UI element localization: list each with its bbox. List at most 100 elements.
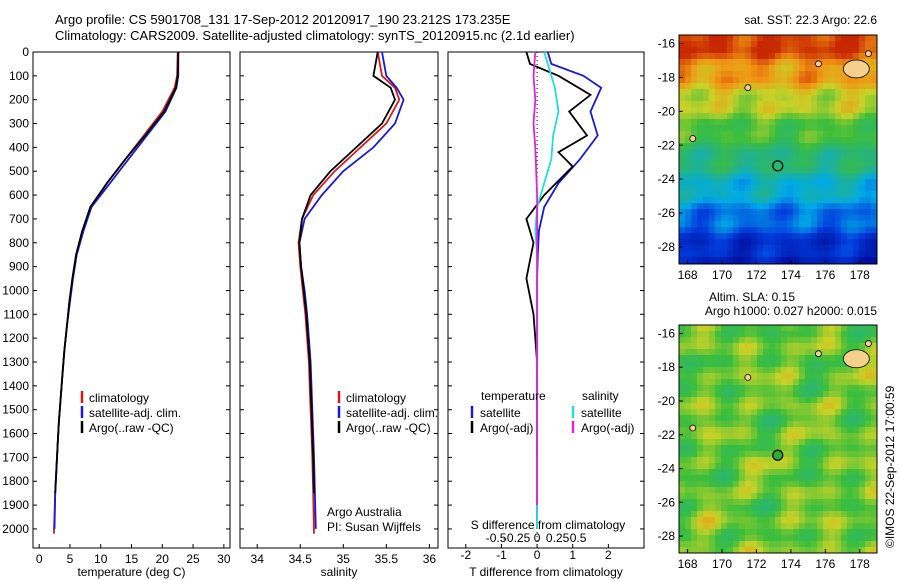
map-cell bbox=[865, 379, 871, 385]
map-cell bbox=[745, 349, 751, 355]
map-cell bbox=[745, 343, 751, 349]
map-cell bbox=[835, 179, 841, 185]
map-cell bbox=[787, 233, 793, 239]
x-tick-label: -1 bbox=[496, 548, 507, 562]
map-cell bbox=[727, 541, 733, 547]
map-cell bbox=[847, 385, 853, 391]
map-cell bbox=[691, 161, 697, 167]
map-cell bbox=[775, 89, 781, 95]
map-cell bbox=[715, 35, 721, 41]
map-cell bbox=[865, 179, 871, 185]
map-cell bbox=[859, 403, 865, 409]
map-cell bbox=[721, 245, 727, 251]
map-cell bbox=[799, 245, 805, 251]
map-cell bbox=[715, 185, 721, 191]
map-cell bbox=[715, 53, 721, 59]
map-cell bbox=[823, 215, 829, 221]
map-cell bbox=[859, 191, 865, 197]
map-cell bbox=[769, 251, 775, 257]
map-cell bbox=[859, 487, 865, 493]
map-cell bbox=[853, 535, 859, 541]
map-cell bbox=[865, 409, 871, 415]
map-cell bbox=[685, 71, 691, 77]
map-cell bbox=[811, 421, 817, 427]
map-cell bbox=[853, 251, 859, 257]
map-cell bbox=[835, 457, 841, 463]
map-cell bbox=[805, 227, 811, 233]
map-cell bbox=[763, 209, 769, 215]
map-cell bbox=[823, 251, 829, 257]
map-cell bbox=[751, 59, 757, 65]
map-cell bbox=[853, 511, 859, 517]
map-cell bbox=[781, 457, 787, 463]
map-cell bbox=[763, 119, 769, 125]
x-tick-label: 10 bbox=[94, 552, 108, 566]
map-cell bbox=[799, 355, 805, 361]
x-tick-label: 30 bbox=[217, 552, 231, 566]
map-cell bbox=[787, 83, 793, 89]
map-cell bbox=[745, 95, 751, 101]
map-cell bbox=[709, 355, 715, 361]
map-cell bbox=[697, 83, 703, 89]
map-cell bbox=[691, 349, 697, 355]
map-cell bbox=[685, 493, 691, 499]
map-cell bbox=[745, 415, 751, 421]
map-cell bbox=[847, 173, 853, 179]
map-cell bbox=[691, 227, 697, 233]
map-cell bbox=[739, 523, 745, 529]
map-cell bbox=[817, 131, 823, 137]
map-cell bbox=[739, 113, 745, 119]
map-cell bbox=[745, 397, 751, 403]
map-cell bbox=[787, 547, 793, 553]
map-cell bbox=[739, 167, 745, 173]
x-axis-label: salinity bbox=[321, 565, 358, 579]
map-cell bbox=[847, 47, 853, 53]
map-cell bbox=[739, 511, 745, 517]
map-cell bbox=[691, 475, 697, 481]
map-cell bbox=[757, 517, 763, 523]
map-cell bbox=[799, 367, 805, 373]
map-cell bbox=[859, 143, 865, 149]
map-cell bbox=[799, 469, 805, 475]
map-cell bbox=[841, 529, 847, 535]
map-cell bbox=[811, 233, 817, 239]
map-cell bbox=[817, 41, 823, 47]
map-cell bbox=[793, 185, 799, 191]
map-cell bbox=[811, 445, 817, 451]
map-cell bbox=[745, 385, 751, 391]
map-cell bbox=[727, 409, 733, 415]
depth-tick-label: 900 bbox=[9, 260, 29, 274]
map-cell bbox=[703, 149, 709, 155]
map-cell bbox=[835, 529, 841, 535]
map-cell bbox=[793, 463, 799, 469]
map-cell bbox=[769, 547, 775, 553]
map-cell bbox=[805, 487, 811, 493]
map-cell bbox=[787, 227, 793, 233]
map-cell bbox=[721, 83, 727, 89]
map-cell bbox=[793, 89, 799, 95]
map-cell bbox=[793, 83, 799, 89]
map-cell bbox=[823, 499, 829, 505]
map-cell bbox=[703, 131, 709, 137]
map-cell bbox=[775, 523, 781, 529]
map-cell bbox=[751, 439, 757, 445]
map-cell bbox=[727, 59, 733, 65]
title-line1: Argo profile: CS 5901708_131 17-Sep-2012… bbox=[55, 12, 511, 27]
map-cell bbox=[763, 143, 769, 149]
map-cell bbox=[853, 391, 859, 397]
map-cell bbox=[805, 179, 811, 185]
map-cell bbox=[721, 101, 727, 107]
map-cell bbox=[763, 517, 769, 523]
map-cell bbox=[841, 107, 847, 113]
map-cell bbox=[853, 35, 859, 41]
map-cell bbox=[793, 547, 799, 553]
map-cell bbox=[703, 155, 709, 161]
map-cell bbox=[727, 469, 733, 475]
map-cell bbox=[697, 439, 703, 445]
map-cell bbox=[829, 397, 835, 403]
map-cell bbox=[817, 343, 823, 349]
map-cell bbox=[865, 125, 871, 131]
map-cell bbox=[691, 131, 697, 137]
map-cell bbox=[709, 161, 715, 167]
